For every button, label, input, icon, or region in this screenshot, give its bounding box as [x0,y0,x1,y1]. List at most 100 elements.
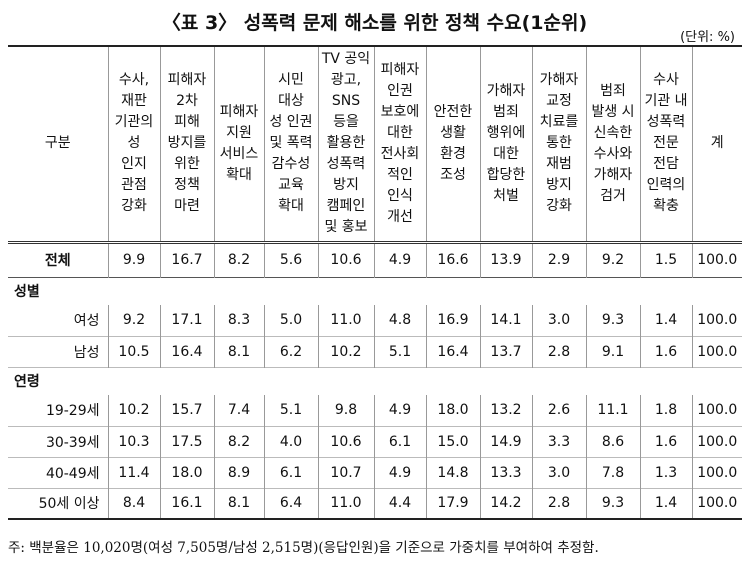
row-label: 19-29세 [8,395,109,426]
cell: 3.3 [531,426,587,457]
cell: 100.0 [691,488,742,519]
header-line: 피해자 [219,103,259,120]
cell: 2.8 [531,336,587,367]
cell: 5.1 [263,395,319,426]
cell: 8.1 [213,336,265,367]
column-header: 피해자 지원 서비스 확대 [213,46,265,242]
column-header: 피해자 2차 피해 방지를 위한 정책 마련 [159,46,215,242]
cell: 100.0 [691,395,742,426]
header-line: 대한 [493,145,519,162]
header-line: 계 [710,135,724,152]
cell: 17.1 [159,305,215,336]
header-line: 정책 [174,177,200,194]
row: 성별 [8,277,742,305]
header-line: 수사 [653,72,679,89]
cell: 11.1 [585,395,641,426]
cell: 5.0 [263,305,319,336]
header-line: 및 홍보 [324,219,368,236]
cell: 8.2 [213,242,265,277]
cell: 6.4 [263,488,319,519]
cell: 2.6 [531,395,587,426]
column-header: 시민 대상 성 인권 및 폭력 감수성 교육 확대 [263,46,319,242]
cell: 16.4 [425,336,481,367]
row: 여성 9.2 17.1 8.3 5.0 11.0 4.8 16.9 14.1 3.0 9.3 1.4 1… [8,305,742,336]
cell: 8.9 [213,457,265,488]
cell: 9.2 [585,242,641,277]
cell: 14.1 [479,305,533,336]
cell: 11.4 [107,457,161,488]
cell: 10.3 [107,426,161,457]
cell: 15.7 [159,395,215,426]
cell: 9.8 [317,395,375,426]
cell: 8.3 [213,305,265,336]
cell: 8.2 [213,426,265,457]
cell: 13.2 [479,395,533,426]
cell: 10.2 [107,395,161,426]
column-header: 가해자 범죄 행위에 대한 합당한 처벌 [479,46,533,242]
row: 30-39세 10.3 17.5 8.2 4.0 10.6 6.1 15.0 14.9 3.3 8.… [8,426,742,457]
header-line: 성폭력 [646,114,686,131]
header-line: 확충 [653,198,679,215]
cell: 13.7 [479,336,533,367]
row-label: 50세 이상 [8,488,109,519]
header-line: 인력의 [646,177,686,194]
header-line: 강화 [546,198,572,215]
header-line: 환경 [440,145,466,162]
header-line: 교정 [546,93,572,110]
header-line: 범죄 [600,82,626,99]
cell: 100.0 [691,336,742,367]
header-line: 등을 [333,114,359,131]
column-header: 가해자 교정 치료를 통한 재범 방지 강화 [531,46,587,242]
cell: 9.9 [107,242,161,277]
header-line: 전사회 [380,145,420,162]
cell: 10.7 [317,457,375,488]
header-line: 생활 [440,124,466,141]
header-line: 기관의 [114,114,154,131]
header-line: 방지 [546,177,572,194]
header-line: 전문 [653,135,679,152]
header-line: 확대 [278,198,304,215]
header-line: 마련 [174,198,200,215]
cell: 4.0 [263,426,319,457]
cell: 5.1 [373,336,427,367]
header-line: 적인 [387,166,413,183]
header-line: 가해자 [486,82,526,99]
header-line: 개선 [387,208,413,225]
section-label: 연령 [14,374,40,391]
cell: 11.0 [317,305,375,336]
column-header: 안전한 생활 환경 조성 [425,46,481,242]
header-line: 강화 [121,198,147,215]
row: 40-49세 11.4 18.0 8.9 6.1 10.7 4.9 14.8 13.3 3.0 7.… [8,457,742,488]
cell: 8.1 [213,488,265,519]
header-line: 대한 [387,124,413,141]
cell: 8.6 [585,426,641,457]
header-line: 성폭력 [326,156,366,173]
header-line: 인지 [121,156,147,173]
header-line: TV 공익 [321,51,371,68]
header-line: 조성 [440,166,466,183]
header-line: 처벌 [493,187,519,204]
header-line: 피해자 [167,72,207,89]
cell: 1.8 [639,395,693,426]
section-label: 성별 [14,284,40,301]
cell: 4.9 [373,242,427,277]
column-header: TV 공익 광고, SNS 등을 활용한 성폭력 방지 캠페인 및 홍보 [317,46,375,242]
header-line: 2차 [176,93,198,110]
title: 〈표 3〉 성폭력 문제 해소를 위한 정책 수요(1순위) [161,12,588,34]
column-header: 계 [691,46,742,242]
header-line: 교육 [278,177,304,194]
header-line: 지원 [226,124,252,141]
row: 19-29세 10.2 15.7 7.4 5.1 9.8 4.9 18.0 13.2 2.6 11.… [8,395,742,426]
header-line: 위한 [174,156,200,173]
header-line: 합당한 [486,166,526,183]
column-header: 수사, 재판 기관의 성 인지 관점 강화 [107,46,161,242]
cell: 17.9 [425,488,481,519]
cell: 8.4 [107,488,161,519]
cell: 13.9 [479,242,533,277]
header-line: 수사와 [593,145,633,162]
cell: 7.4 [213,395,265,426]
cell: 16.9 [425,305,481,336]
header-line: 전담 [653,156,679,173]
header-line: SNS [331,93,361,110]
